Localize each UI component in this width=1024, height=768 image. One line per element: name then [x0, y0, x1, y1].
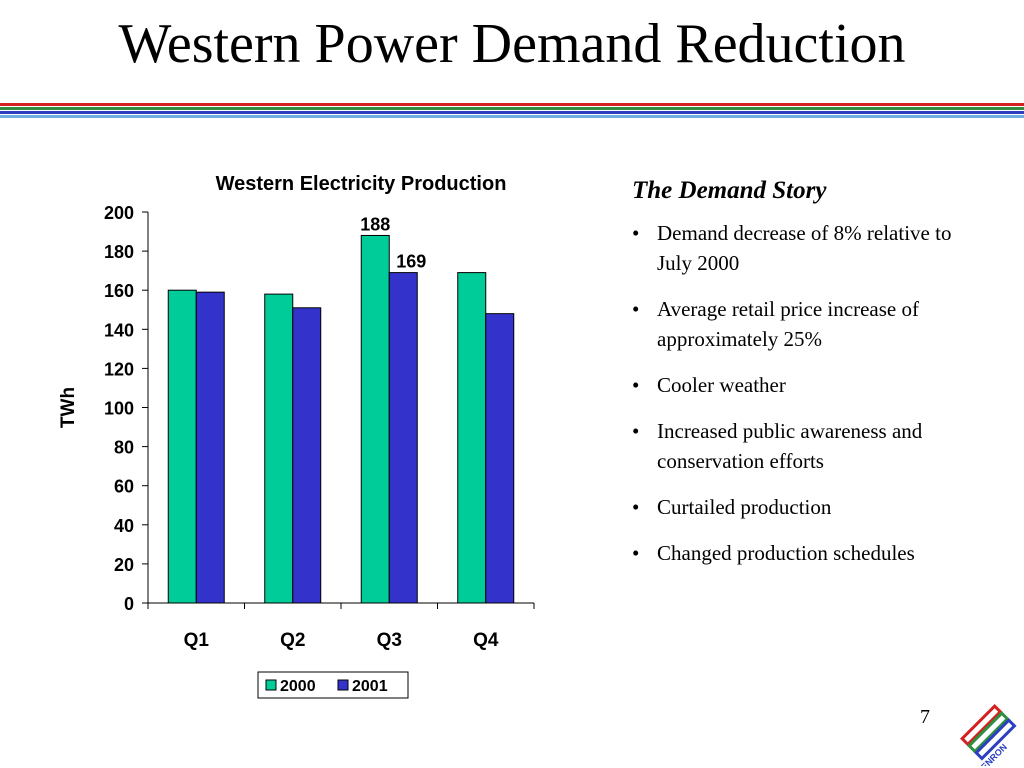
story-bullet: • Curtailed production: [632, 492, 972, 522]
slide-title: Western Power Demand Reduction: [118, 13, 906, 75]
logo-bar-green: [967, 711, 1010, 754]
bullet-glyph: •: [632, 541, 640, 565]
story-bullet: • Increased public awareness and conserva…: [632, 416, 972, 476]
bullet-glyph: •: [632, 297, 640, 321]
y-tick-label: 120: [104, 359, 134, 379]
story-bullet-text: Demand decrease of 8% relative to July 2…: [657, 221, 952, 275]
bullet-glyph: •: [632, 419, 640, 443]
y-tick-label: 140: [104, 320, 134, 340]
chart-title: Western Electricity Production: [216, 173, 507, 195]
production-chart: Western Electricity Production TWh 0 20 40 60…: [58, 173, 535, 699]
story-bullet-text: Curtailed production: [657, 495, 832, 519]
y-tick-label: 100: [104, 399, 134, 419]
logo-bar-blue: [974, 718, 1017, 761]
title-rule: [0, 103, 1024, 119]
rule-line-light-blue: [0, 115, 1024, 118]
y-tick-label: 180: [104, 242, 134, 262]
story-bullet-text: Average retail price increase of approxi…: [657, 297, 919, 351]
bullet-glyph: •: [632, 221, 640, 245]
x-tick-label: Q1: [184, 630, 210, 651]
demand-story: The Demand Story • Demand decrease of 8% …: [632, 176, 972, 584]
story-bullet-list: • Demand decrease of 8% relative to July …: [632, 218, 972, 568]
data-label: 169: [396, 252, 426, 272]
enron-logo: ENRON: [960, 704, 1017, 766]
legend-box: [257, 671, 409, 699]
bar-2000-Q3: [360, 234, 390, 604]
bar-2000-Q2: [264, 293, 294, 604]
bar-2001-Q4: [485, 313, 515, 604]
rule-line-red: [0, 103, 1024, 106]
x-tick-label: Q2: [280, 630, 305, 651]
legend-label-2000: 2000: [280, 678, 316, 695]
bar-2000-Q1: [167, 289, 197, 604]
bar-2001-Q3: [388, 272, 418, 604]
y-tick-label: 0: [124, 594, 134, 614]
legend-swatch-2000: [265, 679, 277, 691]
x-tick-label: Q3: [377, 630, 402, 651]
rule-line-green: [0, 107, 1024, 110]
logo-bar-red: [960, 704, 1003, 747]
y-tick-label: 60: [114, 477, 134, 497]
legend-swatch-2001: [337, 679, 349, 691]
rule-line-blue: [0, 111, 1024, 114]
story-bullet: • Cooler weather: [632, 370, 972, 400]
y-tick-label: 160: [104, 281, 134, 301]
y-axis-label: TWh: [58, 387, 79, 428]
story-bullet: • Changed production schedules: [632, 538, 972, 568]
story-bullet-text: Increased public awareness and conservat…: [657, 419, 923, 473]
story-bullet: • Average retail price increase of approx…: [632, 294, 972, 354]
story-heading: The Demand Story: [632, 177, 827, 204]
y-tick-label: 40: [114, 516, 134, 536]
story-bullet-text: Cooler weather: [657, 373, 786, 397]
bar-2001-Q1: [195, 291, 225, 604]
y-tick-label: 80: [114, 438, 134, 458]
bar-2000-Q4: [457, 272, 487, 604]
x-tick-label: Q4: [473, 630, 499, 651]
story-bullet: • Demand decrease of 8% relative to July …: [632, 218, 972, 278]
y-tick-label: 200: [104, 203, 134, 223]
bullet-glyph: •: [632, 373, 640, 397]
y-tick-label: 20: [114, 555, 134, 575]
story-bullet-text: Changed production schedules: [657, 541, 915, 565]
data-label: 188: [360, 214, 390, 234]
bar-2001-Q2: [292, 307, 322, 604]
bullet-glyph: •: [632, 495, 640, 519]
legend-label-2001: 2001: [352, 678, 388, 695]
page-number: 7: [920, 706, 930, 728]
